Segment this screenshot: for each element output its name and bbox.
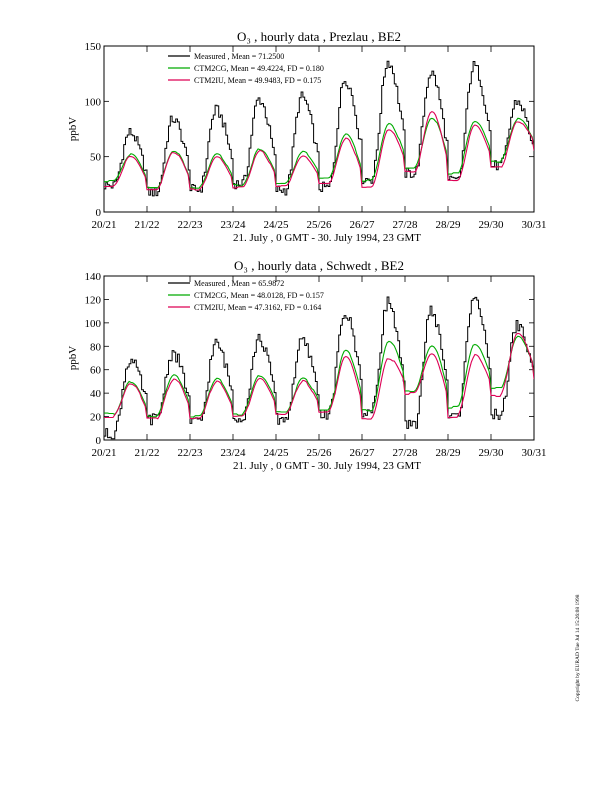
- x-tick-label: 26/27: [349, 447, 375, 459]
- x-tick-label: 24/25: [263, 219, 289, 231]
- legend: Measured , Mean = 71.2500 CTM2CG, Mean = …: [168, 52, 324, 85]
- x-tick-label: 20/21: [91, 447, 116, 459]
- y-tick-label: 150: [85, 41, 102, 53]
- legend-entry-ctm2cg: CTM2CG, Mean = 49.4224, FD = 0.180: [194, 64, 324, 73]
- y-tick-label: 0: [96, 435, 102, 447]
- x-tick-label: 20/21: [91, 219, 116, 231]
- chart-1: O₃ , hourly data , Prezlau , BE2 0 50 100 15…: [67, 29, 547, 244]
- legend-entry-ctm2cg: CTM2CG, Mean = 48.0128, FD = 0.157: [194, 291, 324, 300]
- legend: Measured , Mean = 65.9872 CTM2CG, Mean = …: [168, 279, 324, 312]
- y-tick-label: 120: [85, 294, 102, 306]
- series-line-ctm2iu: [104, 332, 534, 420]
- y-tick-label: 80: [90, 341, 102, 353]
- x-tick-label: 27/28: [392, 447, 418, 459]
- x-tick-label: 23/24: [220, 447, 246, 459]
- x-tick-label: 28/29: [435, 447, 461, 459]
- x-tick-label: 29/30: [478, 447, 504, 459]
- y-tick-label: 60: [90, 365, 102, 377]
- x-tick-label: 25/26: [306, 219, 332, 231]
- figure-credit: Copyright by EURAD Tue Jul 14 15:26:08 1…: [575, 594, 581, 701]
- legend-entry-measured: Measured , Mean = 71.2500: [194, 52, 284, 61]
- x-tick-label: 21/22: [134, 447, 159, 459]
- x-tick-label: 22/23: [177, 219, 203, 231]
- x-tick-label: 22/23: [177, 447, 203, 459]
- y-axis-label: ppbV: [67, 346, 79, 371]
- legend-entry-ctm2iu: CTM2IU, Mean = 47.3162, FD = 0.164: [194, 303, 321, 312]
- x-axis-label: 21. July , 0 GMT - 30. July 1994, 23 GMT: [233, 460, 421, 472]
- x-tick-label: 26/27: [349, 219, 375, 231]
- y-axis-label: ppbV: [67, 117, 79, 142]
- y-tick-label: 0: [96, 207, 102, 219]
- x-tick-label: 25/26: [306, 447, 332, 459]
- y-tick-label: 50: [90, 152, 102, 164]
- series-line-ctm2cg: [104, 117, 534, 189]
- legend-entry-measured: Measured , Mean = 65.9872: [194, 279, 284, 288]
- x-tick-label: 24/25: [263, 447, 289, 459]
- chart-title: O₃ , hourly data , Prezlau , BE2: [237, 29, 401, 44]
- chart-2: O₃ , hourly data , Schwedt , BE2 0 20 40 60 8…: [67, 258, 547, 472]
- series-line-ctm2iu: [104, 110, 534, 191]
- x-tick-label: 27/28: [392, 219, 418, 231]
- chart-title: O₃ , hourly data , Schwedt , BE2: [234, 258, 404, 273]
- series-line-measured: [104, 296, 534, 440]
- y-tick-label: 20: [90, 412, 102, 424]
- series-line-measured: [104, 60, 534, 197]
- legend-entry-ctm2iu: CTM2IU, Mean = 49.9483, FD = 0.175: [194, 76, 321, 85]
- x-tick-label: 30/31: [521, 447, 546, 459]
- y-tick-label: 100: [85, 318, 102, 330]
- x-tick-label: 28/29: [435, 219, 461, 231]
- y-tick-label: 140: [85, 271, 102, 283]
- x-tick-label: 29/30: [478, 219, 504, 231]
- y-tick-label: 40: [90, 388, 102, 400]
- x-tick-label: 23/24: [220, 219, 246, 231]
- y-tick-label: 100: [85, 96, 102, 108]
- x-tick-label: 21/22: [134, 219, 159, 231]
- x-tick-label: 30/31: [521, 219, 546, 231]
- x-axis-label: 21. July , 0 GMT - 30. July 1994, 23 GMT: [233, 232, 421, 244]
